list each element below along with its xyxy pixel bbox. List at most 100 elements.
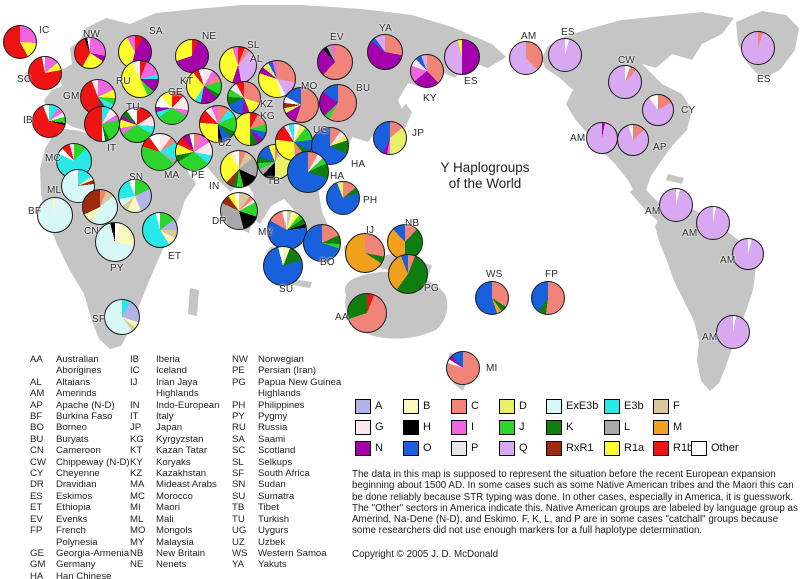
pie-ev (317, 44, 353, 80)
abbrev-name: Uzbek (258, 536, 286, 548)
pie-kz (227, 81, 261, 115)
legend-label-g: G (375, 421, 384, 433)
legend-label-m: M (673, 421, 683, 433)
pie-label-cn: CN (84, 226, 99, 237)
pie-aa (347, 293, 387, 333)
abbrev-entry-mc: MC Morocco (130, 491, 230, 502)
legend-swatch-d (499, 398, 515, 414)
abbrev-entry-kz: KZ Kazakhstan (130, 468, 230, 479)
abbrev-name: Iceland (156, 365, 187, 377)
legend-item-b: B (403, 398, 430, 414)
abbrev-entry-ug: UG Uygurs (232, 525, 344, 536)
pie-fp (531, 281, 565, 315)
abbrev-name: Kyrgyzstan (156, 433, 204, 445)
legend-label-h: H (423, 421, 431, 433)
abbrev-code: GM (30, 559, 46, 571)
abbrev-code: FP (30, 525, 43, 537)
pie-label-ha: HA (351, 159, 366, 170)
abbrev-entry-ge: GE Georgia-Armenia (30, 548, 130, 559)
pie-label-ph: PH (363, 195, 378, 206)
abbrev-name: Cheyenne (56, 468, 100, 480)
pie-bu (319, 84, 357, 122)
abbrev-code: BF (30, 411, 43, 423)
abbrev-name: Kazan Tatar (156, 445, 208, 457)
abbrev-name: Maori (156, 502, 180, 514)
abbrev-name: Altaians (56, 376, 91, 388)
abbrev-name: Sumatra (258, 490, 295, 502)
pie-in (220, 150, 258, 188)
pie-ib (32, 104, 66, 138)
pie-label-ma: MA (164, 170, 180, 181)
pie-label-ge: GE (168, 87, 183, 98)
pie-label-cy: CY (681, 105, 696, 116)
abbrev-code: UZ (232, 536, 245, 548)
pie-es (444, 39, 480, 75)
abbrev-entry-uz: UZ Uzbek (232, 537, 344, 548)
abbrev-entry-ij: IJ Irian Jaya Highlands (130, 377, 230, 400)
pie-ph (326, 181, 360, 215)
pie-mo (283, 87, 319, 123)
legend-swatch-other (691, 440, 707, 456)
abbrev-entry-ev: EV Evenks (30, 514, 130, 525)
abbrev-code: YA (232, 559, 245, 571)
abbrev-name: Germany (56, 559, 96, 571)
pie-am (509, 41, 543, 75)
abbrev-entry-gm: GM Germany (30, 559, 130, 570)
pie-nw (74, 37, 106, 69)
legend-label-p: P (471, 442, 479, 454)
abbrev-code: IB (130, 354, 140, 365)
legend-item-o: O (403, 440, 432, 456)
abbrev-code: ES (30, 490, 43, 502)
pie-label-es: ES (561, 27, 575, 38)
abbrev-entry-sn: SN Sudan (232, 479, 344, 490)
abbrev-name: Mideast Arabs (156, 479, 217, 491)
abbrev-name: Selkups (258, 456, 293, 468)
pie-label-mi: MI (486, 363, 498, 374)
pie-label-pe: PE (191, 170, 205, 181)
abbrev-code: AM (30, 388, 45, 400)
abbrev-code: KG (130, 433, 144, 445)
island-cuba (666, 174, 684, 184)
pie-cy (642, 94, 674, 126)
abbrev-name: Malaysia (156, 536, 194, 548)
legend-item-n: N (355, 440, 383, 456)
abbrev-code: CN (30, 445, 44, 457)
abbrev-code: EV (30, 513, 43, 525)
abbrev-name: Koryaks (156, 456, 191, 468)
legend-swatch-j (499, 419, 515, 435)
pie-label-mc: MC (45, 153, 61, 164)
pie-kt (186, 68, 222, 104)
abbrev-entry-pe: PE Persian (Iran) (232, 365, 344, 376)
pie-sc (28, 56, 62, 90)
pie-sn (118, 179, 152, 213)
pie-label-tb: TB (267, 176, 281, 187)
abbrev-entry-aa: AA Australian Aborigines (30, 354, 130, 377)
pie-label-ne: NE (202, 31, 217, 42)
abbrev-entry-mo: MO Mongols (130, 525, 230, 536)
pie-ne (175, 39, 209, 73)
legend-item-exe3b: ExE3b (546, 398, 598, 414)
pie-label-pg: PG (424, 283, 439, 294)
island-madagascar (188, 288, 199, 316)
pie-label-nb: NB (405, 218, 420, 229)
abbrev-name: Chippeway (N-D) (56, 456, 130, 468)
pie-label-am: AM (720, 255, 736, 266)
abbrev-code: SN (232, 479, 246, 491)
abbrev-code: NW (232, 354, 248, 365)
legend-label-f: F (673, 400, 680, 412)
pie-am (732, 238, 764, 270)
legend-item-i: I (451, 419, 474, 435)
abbrev-entry-al: AL Altaians (30, 377, 130, 388)
legend-label-c: C (471, 400, 479, 412)
pie-label-ya: YA (379, 23, 392, 34)
abbrev-code: SL (232, 456, 244, 468)
abbrev-name: Yakuts (258, 559, 287, 571)
pie-label-am: AM (682, 228, 698, 239)
pie-label-al: AL (250, 54, 263, 65)
legend-item-a: A (355, 398, 382, 414)
abbrev-code: AL (30, 376, 42, 388)
legend-item-r1b: R1b (653, 440, 693, 456)
abbrev-code: SF (232, 468, 245, 480)
abbrev-entry-ma: MA Mideast Arabs (130, 479, 230, 490)
